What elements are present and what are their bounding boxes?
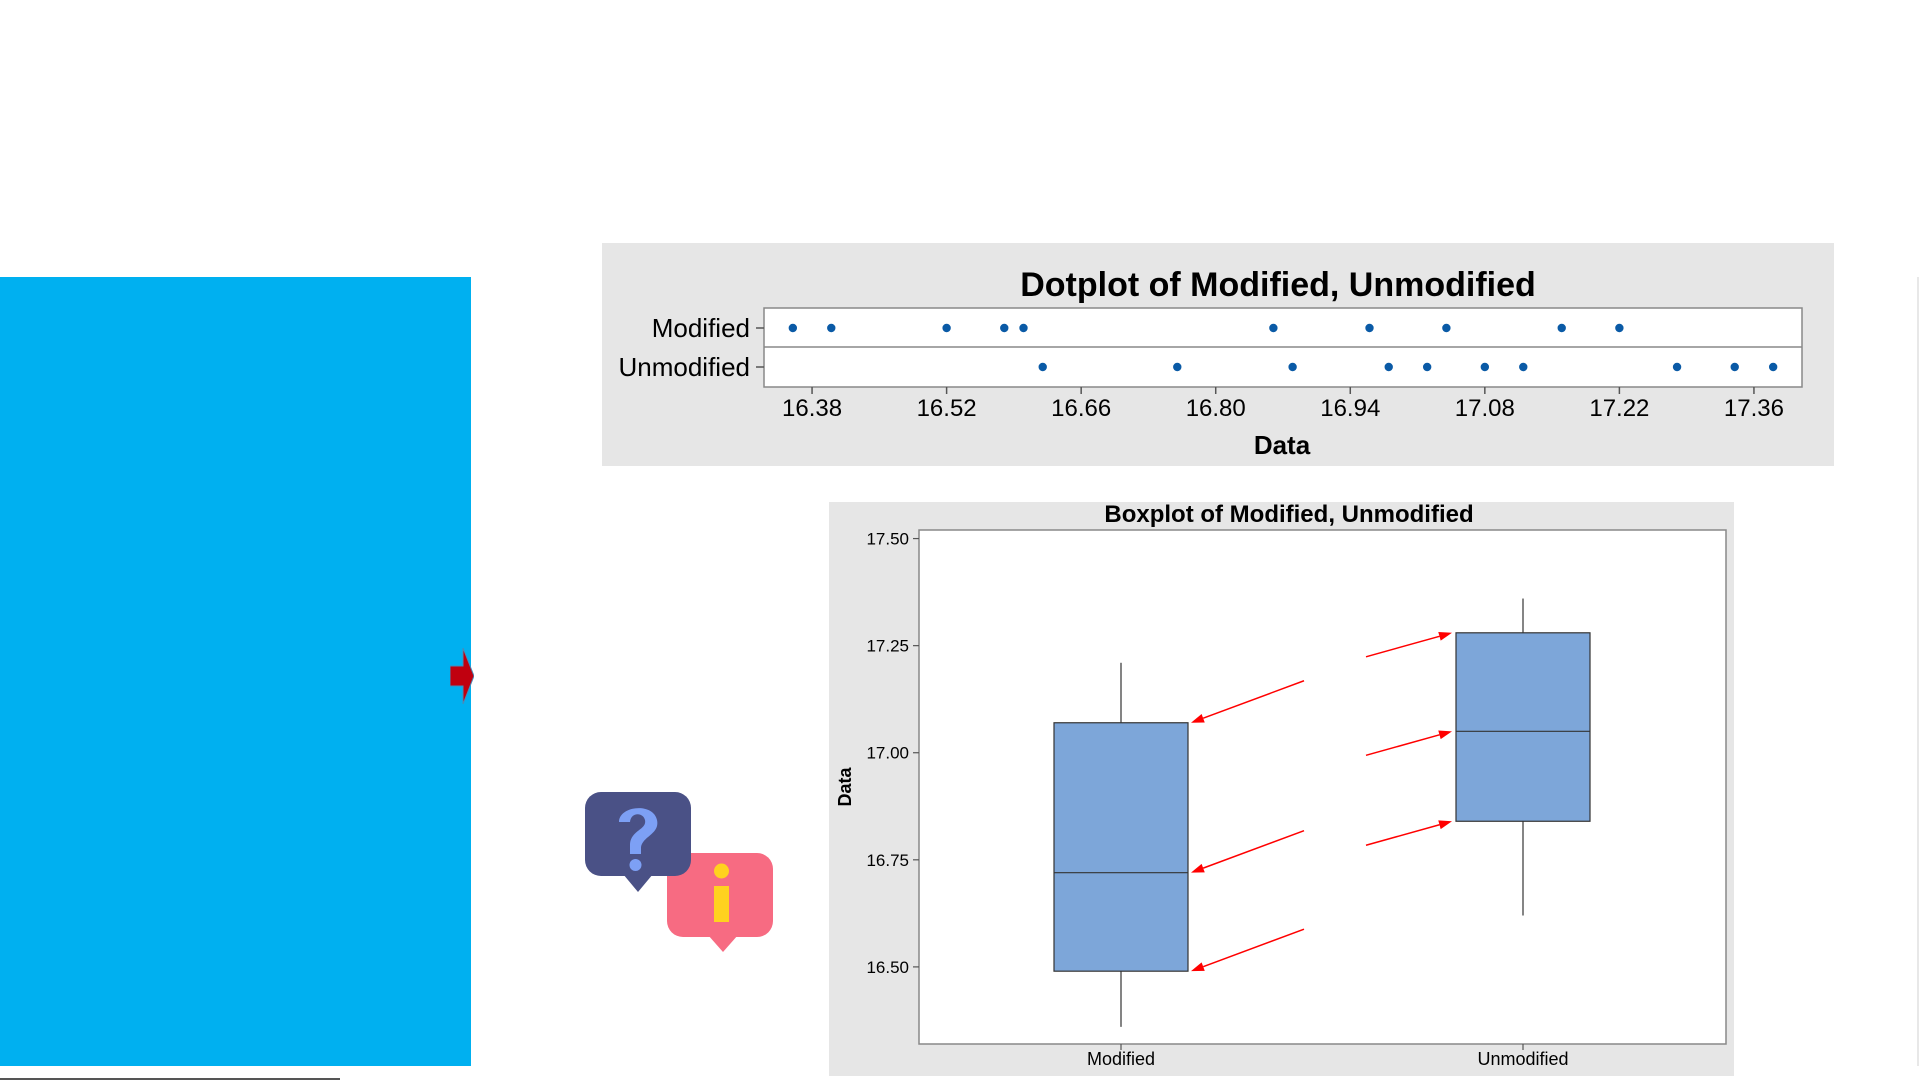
dotplot-point [1557, 323, 1566, 333]
dotplot-x-tick-label: 16.52 [917, 395, 977, 422]
annotation-arrow-head [1191, 863, 1205, 873]
annotation-arrow-head [1438, 820, 1452, 830]
dotplot-x-tick-label: 17.36 [1724, 395, 1784, 422]
dotplot-point [827, 323, 836, 333]
dotplot-x-tick-label: 16.66 [1051, 395, 1111, 422]
dotplot-point [1480, 362, 1490, 372]
dotplot-point [1000, 323, 1009, 333]
dotplot-point [1768, 362, 1778, 372]
dotplot-point [1173, 362, 1182, 372]
dotplot-point [1615, 323, 1624, 333]
annotation-arrow-line [1365, 824, 1440, 846]
annotation-arrow-line [1365, 635, 1440, 658]
help-info-bubbles [585, 792, 773, 952]
dotplot-point [1269, 323, 1278, 333]
annotation-arrow-head [1438, 730, 1452, 740]
dotplot-point [1519, 362, 1528, 372]
dotplot-x-tick-label: 17.08 [1455, 395, 1515, 422]
dotplot-x-axis-label: Data [1254, 430, 1311, 460]
boxplot-box [1455, 632, 1591, 822]
boxplot-box [1053, 722, 1189, 972]
bottom-divider [0, 1078, 340, 1080]
dotplot-point [1442, 323, 1451, 333]
annotation-arrow-head [1191, 962, 1205, 972]
boxplot-plot-area [918, 529, 1727, 1045]
boxplot-y-tick-label: 17.25 [866, 637, 909, 656]
dotplot-point [942, 323, 951, 333]
dotplot-series-label: Unmodified [618, 352, 750, 382]
boxplot-x-tick-label: Modified [1087, 1049, 1155, 1069]
dotplot-chart: Dotplot of Modified, Unmodified Modified… [602, 243, 1834, 466]
dotplot-title: Dotplot of Modified, Unmodified [1020, 266, 1536, 304]
dotplot-series-label: Modified [652, 313, 750, 343]
boxplot-x-tick-label: Unmodified [1477, 1049, 1568, 1069]
dotplot-x-tick-label: 16.38 [782, 395, 842, 422]
info-bubble-icon [667, 853, 773, 952]
dotplot-point [1019, 323, 1028, 333]
dotplot-x-tick-label: 16.80 [1186, 395, 1246, 422]
dotplot-point [1365, 323, 1374, 333]
annotation-arrow-line [1202, 829, 1305, 869]
annotation-arrow-line [1202, 680, 1305, 719]
dotplot-point [1038, 362, 1047, 372]
boxplot-y-axis-label: Data [835, 767, 855, 807]
dotplot-point [1422, 362, 1432, 372]
annotation-arrow-line [1365, 734, 1440, 757]
boxplot-chart: Boxplot of Modified, Unmodified Data 16.… [829, 502, 1734, 1076]
boxplot-y-tick-label: 17.00 [866, 744, 909, 763]
dotplot-point [788, 323, 798, 333]
question-bubble-icon [585, 792, 691, 892]
blue-side-panel [0, 277, 471, 1066]
annotation-arrow-head [1191, 714, 1205, 723]
annotation-arrow-head [1438, 631, 1452, 641]
dotplot-point [1288, 362, 1297, 372]
annotation-arrow-line [1202, 928, 1305, 968]
boxplot-title: Boxplot of Modified, Unmodified [1104, 502, 1473, 528]
dotplot-point [1730, 362, 1739, 372]
red-arrow-right-icon [450, 648, 474, 704]
right-edge-panel [1917, 277, 1919, 1066]
dotplot-point [1384, 362, 1393, 372]
dotplot-x-tick-label: 17.22 [1589, 395, 1649, 422]
dotplot-point [1672, 362, 1682, 372]
boxplot-y-tick-label: 16.75 [866, 851, 909, 870]
boxplot-y-tick-label: 17.50 [866, 530, 909, 549]
boxplot-y-tick-label: 16.50 [866, 958, 909, 977]
dotplot-x-tick-label: 16.94 [1320, 395, 1380, 422]
